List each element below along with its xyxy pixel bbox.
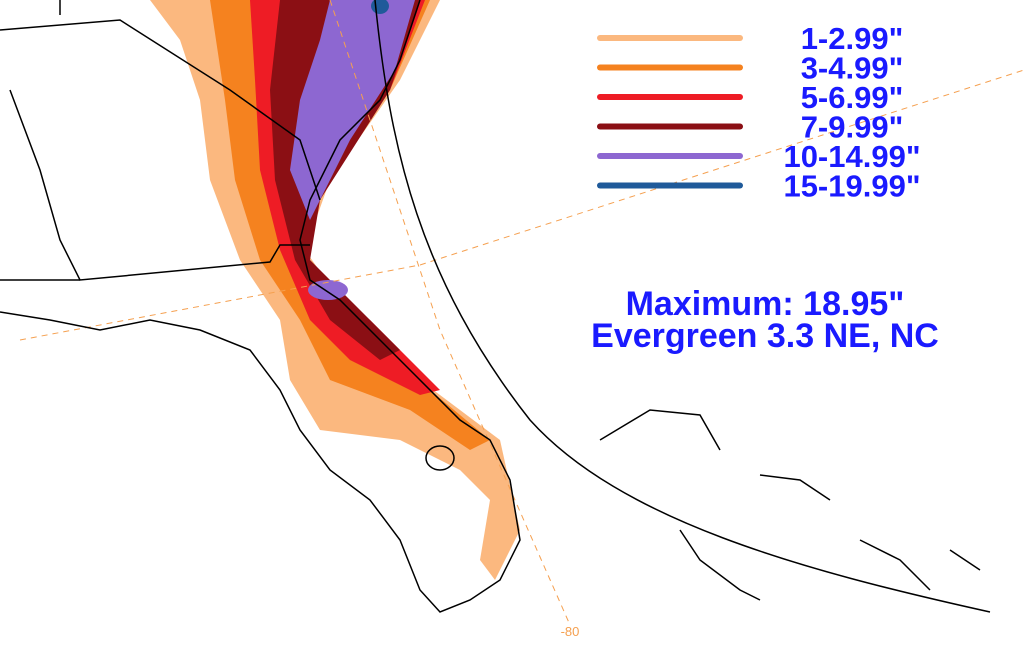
coast: [0, 0, 521, 613]
meridian: [329, 0, 571, 626]
coastline: [0, 0, 981, 613]
legend-label: 10-14.99": [783, 139, 920, 174]
track-line: [374, 0, 991, 613]
state-border: [0, 19, 321, 201]
legend-label: 15-19.99": [783, 169, 920, 204]
graticule: [19, 0, 1024, 626]
legend: 1-2.99"3-4.99"5-6.99"7-9.99"10-14.99"15-…: [597, 21, 921, 204]
islands: [599, 409, 981, 601]
lake: [425, 445, 455, 471]
max-location: Evergreen 3.3 NE, NC: [591, 317, 939, 355]
parallel: [19, 69, 1024, 341]
longitude-label: -80: [561, 624, 580, 639]
max-label: Maximum: 18.95": [626, 285, 905, 323]
legend-label: 1-2.99": [801, 21, 904, 56]
band-5: [290, 0, 415, 220]
legend-label: 7-9.99": [801, 110, 904, 145]
legend-label: 5-6.99": [801, 80, 904, 115]
legend-label: 3-4.99": [801, 51, 904, 86]
